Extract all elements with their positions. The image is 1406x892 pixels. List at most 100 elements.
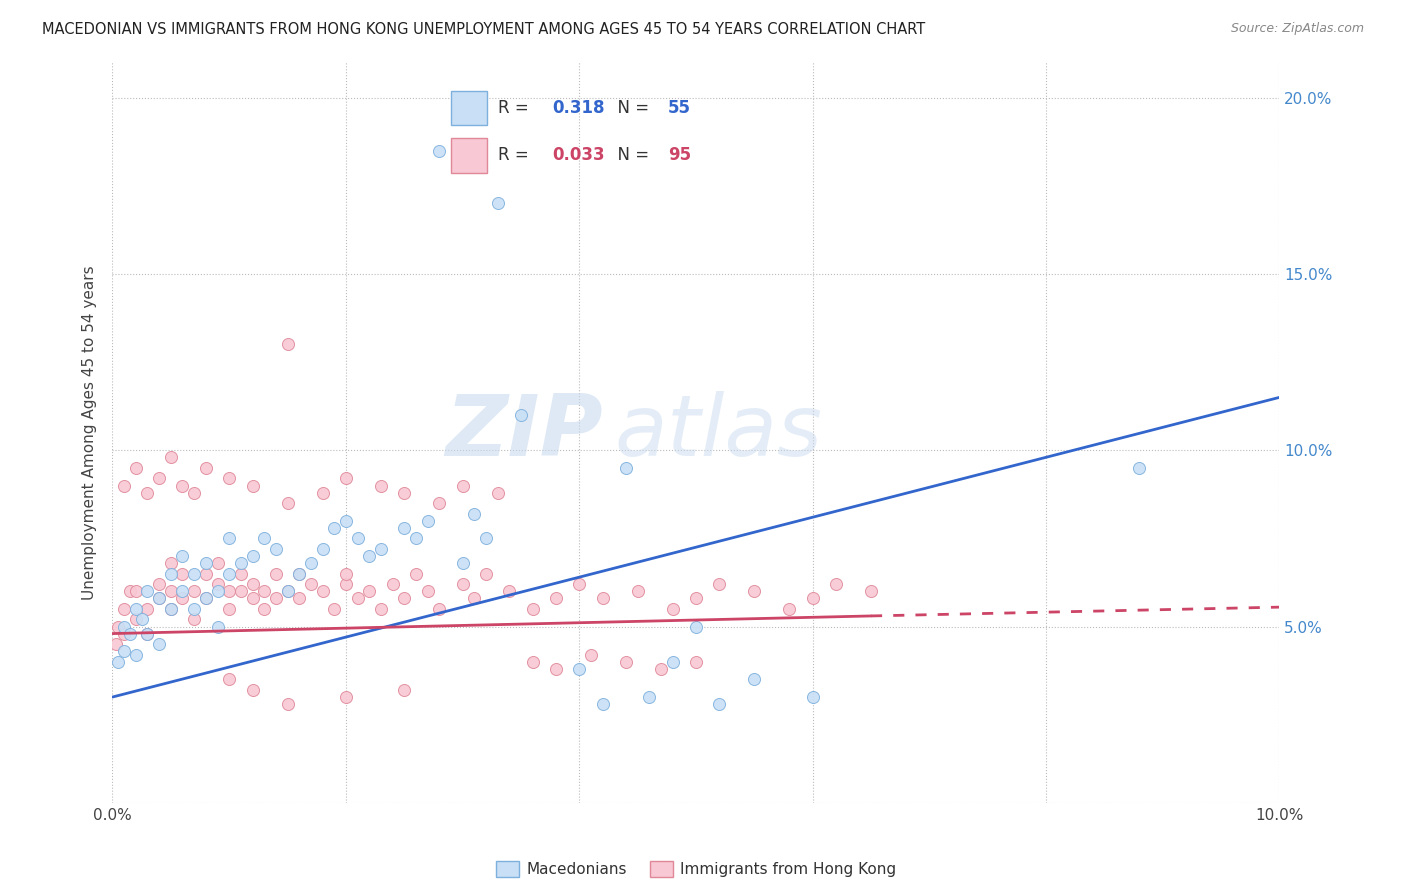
Legend: Macedonians, Immigrants from Hong Kong: Macedonians, Immigrants from Hong Kong (489, 855, 903, 883)
Point (276, 584, 298, 599)
Point (183, 602, 205, 616)
Point (229, 584, 252, 599)
Point (218, 566, 240, 581)
Point (264, 541, 287, 556)
Point (405, 566, 427, 581)
Point (276, 337, 298, 351)
Point (486, 485, 509, 500)
Point (627, 584, 650, 599)
Point (207, 619, 229, 633)
Point (311, 485, 333, 500)
Point (160, 566, 183, 581)
Point (194, 461, 217, 475)
Point (148, 637, 170, 651)
Text: N =: N = (607, 99, 655, 117)
Point (359, 584, 381, 599)
Point (742, 673, 765, 687)
Point (323, 521, 346, 535)
Point (661, 655, 683, 669)
Point (778, 602, 800, 616)
Point (104, 637, 127, 651)
Point (118, 626, 141, 640)
Point (276, 584, 298, 599)
Point (311, 541, 333, 556)
Point (218, 584, 240, 599)
Point (194, 566, 217, 581)
Point (522, 602, 544, 616)
Point (463, 507, 485, 521)
Text: Source: ZipAtlas.com: Source: ZipAtlas.com (1230, 22, 1364, 36)
Point (416, 584, 439, 599)
Point (661, 602, 683, 616)
Point (579, 648, 602, 662)
Point (544, 591, 567, 606)
Point (229, 556, 252, 570)
Point (112, 619, 135, 633)
Point (118, 584, 141, 599)
Point (148, 591, 170, 606)
Point (136, 626, 159, 640)
Point (125, 461, 148, 475)
Point (136, 485, 159, 500)
Text: 0.318: 0.318 (553, 99, 605, 117)
Point (112, 602, 135, 616)
Text: 0.033: 0.033 (553, 146, 605, 164)
Point (288, 591, 311, 606)
Point (427, 602, 450, 616)
Point (685, 619, 707, 633)
Point (172, 591, 194, 606)
Point (825, 577, 848, 591)
Point (427, 496, 450, 510)
Point (381, 577, 404, 591)
Point (522, 655, 544, 669)
Point (405, 532, 427, 546)
Point (207, 556, 229, 570)
Point (194, 591, 217, 606)
Point (172, 584, 194, 599)
Point (242, 577, 264, 591)
Point (359, 549, 381, 563)
Point (112, 644, 135, 658)
Point (218, 532, 240, 546)
Point (276, 496, 298, 510)
Point (742, 584, 765, 599)
Point (709, 697, 731, 711)
Point (335, 514, 357, 528)
Point (1128, 461, 1150, 475)
Point (107, 619, 129, 633)
Point (136, 602, 159, 616)
Point (592, 697, 614, 711)
Point (242, 683, 264, 698)
Point (860, 584, 883, 599)
Point (394, 683, 416, 698)
Point (614, 461, 637, 475)
Text: atlas: atlas (614, 391, 823, 475)
Text: 55: 55 (668, 99, 690, 117)
Point (194, 591, 217, 606)
Point (463, 591, 485, 606)
Point (148, 471, 170, 485)
Point (498, 584, 520, 599)
Point (592, 591, 614, 606)
Point (299, 577, 322, 591)
Point (394, 521, 416, 535)
Point (288, 566, 311, 581)
Point (218, 471, 240, 485)
Y-axis label: Unemployment Among Ages 45 to 54 years: Unemployment Among Ages 45 to 54 years (82, 265, 97, 600)
Point (207, 584, 229, 599)
Point (509, 408, 531, 422)
Point (194, 556, 217, 570)
Point (568, 662, 591, 676)
FancyBboxPatch shape (451, 137, 486, 173)
Point (160, 602, 183, 616)
Point (172, 478, 194, 492)
Point (486, 196, 509, 211)
Point (125, 584, 148, 599)
Point (112, 478, 135, 492)
Point (148, 577, 170, 591)
Point (370, 478, 392, 492)
Point (125, 602, 148, 616)
Point (160, 556, 183, 570)
Point (242, 591, 264, 606)
Point (346, 532, 368, 546)
